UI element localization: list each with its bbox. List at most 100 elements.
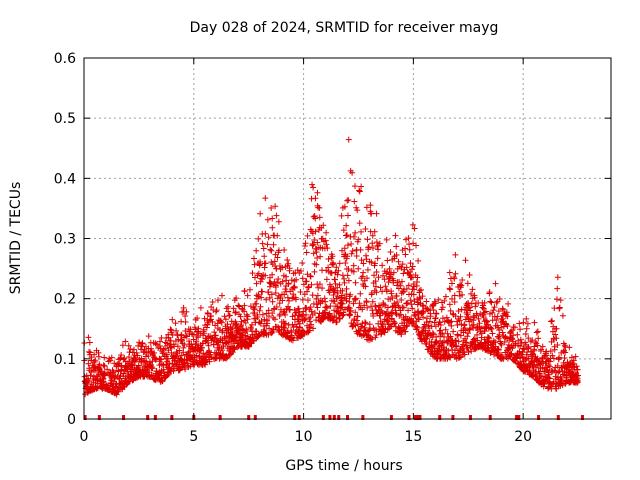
axis-ticks xyxy=(83,57,611,420)
data-point xyxy=(272,289,279,296)
data-point xyxy=(201,330,208,337)
data-point xyxy=(387,249,394,256)
data-point xyxy=(233,295,240,302)
data-point xyxy=(343,297,350,304)
data-point xyxy=(270,326,277,333)
data-point xyxy=(489,309,496,316)
data-point xyxy=(226,351,233,358)
data-point xyxy=(256,261,263,268)
data-point xyxy=(358,228,365,235)
data-point xyxy=(468,290,475,297)
data-point xyxy=(489,330,496,337)
zero-marker xyxy=(416,415,420,420)
data-point xyxy=(309,181,316,188)
data-point xyxy=(251,331,258,338)
data-point xyxy=(313,261,320,268)
zero-marker xyxy=(580,415,584,420)
data-point xyxy=(362,283,369,290)
data-point xyxy=(201,315,208,322)
data-point xyxy=(330,317,337,324)
data-point xyxy=(511,324,518,331)
data-point xyxy=(400,289,407,296)
data-point xyxy=(566,344,573,351)
data-point xyxy=(545,371,552,378)
data-point xyxy=(255,332,262,339)
data-point xyxy=(490,337,497,344)
data-point xyxy=(259,276,266,283)
data-point xyxy=(496,331,503,338)
data-point xyxy=(365,243,372,250)
data-point xyxy=(431,319,438,326)
data-point xyxy=(323,276,330,283)
data-point xyxy=(410,280,417,287)
data-point xyxy=(568,354,575,361)
data-point xyxy=(451,292,458,299)
data-point xyxy=(262,272,269,279)
data-point xyxy=(398,264,405,271)
data-point xyxy=(264,320,271,327)
data-point xyxy=(285,303,292,310)
data-point xyxy=(356,187,363,194)
data-point xyxy=(436,319,443,326)
data-point xyxy=(389,294,396,301)
data-point xyxy=(259,288,266,295)
data-point xyxy=(419,302,426,309)
data-point xyxy=(164,342,171,349)
data-point xyxy=(320,222,327,229)
data-point xyxy=(448,280,455,287)
data-point xyxy=(373,331,380,338)
data-point xyxy=(269,310,276,317)
data-point xyxy=(452,270,459,277)
data-point xyxy=(296,309,303,316)
data-point xyxy=(470,317,477,324)
data-point xyxy=(539,343,546,350)
data-point xyxy=(341,203,348,210)
data-point xyxy=(498,341,505,348)
data-point xyxy=(393,252,400,259)
data-point xyxy=(274,279,281,286)
data-point xyxy=(345,197,352,204)
data-point xyxy=(363,299,370,306)
data-point xyxy=(382,283,389,290)
data-point xyxy=(344,272,351,279)
data-point xyxy=(525,335,532,342)
data-point xyxy=(349,248,356,255)
data-point xyxy=(350,268,357,275)
data-point xyxy=(329,253,336,260)
data-point xyxy=(325,255,332,262)
data-point xyxy=(273,323,280,330)
data-point xyxy=(411,286,418,293)
data-point xyxy=(410,291,417,298)
data-point xyxy=(554,362,561,369)
data-point xyxy=(202,359,209,366)
data-point xyxy=(405,235,412,242)
data-point xyxy=(433,310,440,317)
x-axis-label: GPS time / hours xyxy=(285,458,402,474)
data-point xyxy=(276,311,283,318)
data-point xyxy=(336,281,343,288)
data-point xyxy=(275,218,282,225)
data-point xyxy=(148,345,155,352)
data-point xyxy=(253,280,260,287)
data-point xyxy=(474,337,481,344)
data-point xyxy=(466,326,473,333)
zero-marker xyxy=(328,415,332,420)
data-point xyxy=(393,292,400,299)
data-point xyxy=(208,312,215,319)
data-point xyxy=(452,313,459,320)
data-point xyxy=(95,353,102,360)
data-point xyxy=(546,375,553,382)
data-point xyxy=(525,344,532,351)
y-tick-label: 0.3 xyxy=(54,232,76,248)
data-point xyxy=(173,327,180,334)
zero-marker xyxy=(468,415,472,420)
data-point xyxy=(243,328,250,335)
data-point xyxy=(364,266,371,273)
data-point xyxy=(559,312,566,319)
data-point xyxy=(174,343,181,350)
data-point xyxy=(330,291,337,298)
data-point xyxy=(369,240,376,247)
data-point xyxy=(376,240,383,247)
zero-marker xyxy=(438,415,442,420)
data-point xyxy=(274,254,281,261)
